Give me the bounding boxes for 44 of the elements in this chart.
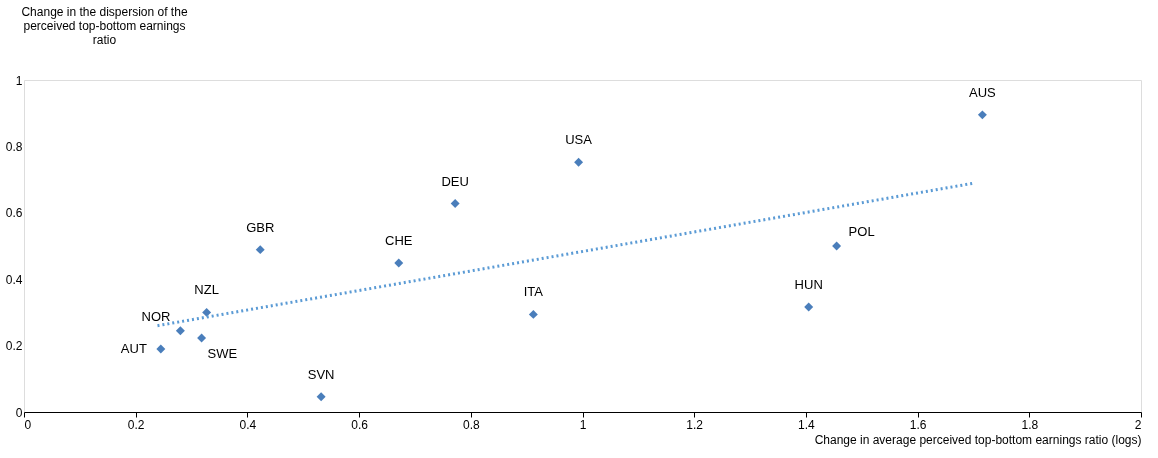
x-tick-label: 1.2	[686, 417, 704, 432]
point	[832, 241, 842, 251]
x-tick-label: 1	[579, 417, 587, 432]
y-tick-label: 0.4	[5, 272, 23, 287]
point	[804, 302, 814, 312]
y-tick-label: 0.8	[5, 139, 23, 154]
point	[197, 333, 207, 343]
annotation: GBR	[246, 219, 275, 235]
x-tick-label: 0.4	[239, 417, 257, 432]
annotation: AUS	[969, 84, 997, 100]
annotation: NOR	[141, 308, 171, 324]
y-axis-title: Change in the dispersion of the perceived top-bottom earnings ratio	[21, 4, 188, 47]
point	[450, 199, 460, 208]
point	[156, 344, 166, 354]
annotation: HUN	[794, 277, 823, 293]
x-tick-label: 1.4	[798, 417, 816, 432]
x-tick-label: 2	[1134, 417, 1142, 432]
x-tick-label: 1.8	[1021, 417, 1039, 432]
point	[202, 307, 212, 317]
annotation: SWE	[207, 345, 238, 361]
annotation: AUT	[120, 340, 147, 356]
point	[574, 157, 584, 167]
x-tick-label: 0.2	[127, 417, 145, 432]
x-tick-label: 0.6	[351, 417, 369, 432]
point	[316, 392, 326, 402]
y-tick-label: 0.2	[5, 339, 23, 354]
annotation: NZL	[194, 282, 219, 298]
annotation: POL	[848, 224, 875, 239]
y-tick-label: 1	[15, 73, 23, 88]
point	[175, 326, 185, 336]
x-tick-label: 1.6	[909, 417, 927, 432]
annotation: USA	[565, 132, 593, 148]
annotation: DEU	[441, 173, 469, 189]
point	[977, 110, 987, 120]
point	[528, 309, 538, 319]
y-tick-label: 0	[15, 405, 23, 420]
annotation: ITA	[523, 284, 544, 300]
x-axis-title: Change in average perceived top-bottom earnings ratio (logs)	[814, 432, 1142, 447]
y-tick-label: 0.6	[5, 206, 23, 221]
annotation: CHE	[385, 232, 413, 248]
annotation: SVN	[307, 366, 335, 382]
x-tick-label: 0.8	[462, 417, 480, 432]
point	[255, 245, 265, 255]
point	[394, 258, 404, 268]
